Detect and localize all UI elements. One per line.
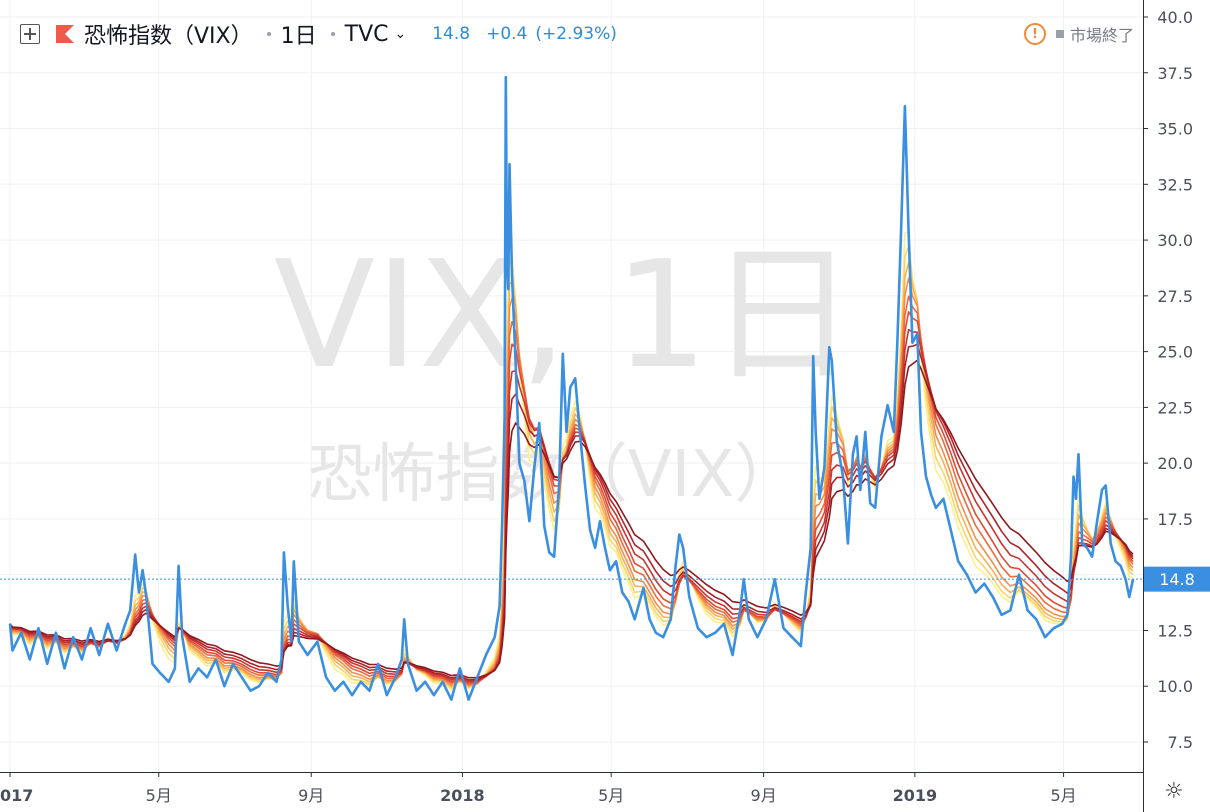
- x-tick-label: 5月: [598, 786, 624, 805]
- x-tick-label: 5月: [146, 786, 172, 805]
- y-tick-label: 32.5: [1157, 175, 1193, 194]
- change-percent: (+2.93%): [535, 24, 617, 44]
- ribbon-line-4: [9, 277, 1134, 687]
- ribbon-line-3: [9, 262, 1134, 688]
- last-price-value: 14.8: [1159, 570, 1195, 589]
- ribbon-line-5: [9, 295, 1134, 686]
- x-tick-label: 2019: [893, 786, 938, 805]
- time-axis[interactable]: 017 5月 9月 2018 5月 9月 2019 5月: [0, 772, 1077, 805]
- watermark: VIX, 1日 恐怖指数（VIX）: [274, 229, 857, 512]
- change-value: +0.4: [486, 24, 528, 44]
- ribbon-line-7: [9, 328, 1134, 683]
- ribbon-line-8: [9, 343, 1134, 681]
- y-tick-label: 25.0: [1157, 343, 1193, 362]
- y-tick-label: 37.5: [1157, 64, 1193, 83]
- chevron-down-icon[interactable]: ⌄: [394, 26, 407, 42]
- interval-label[interactable]: 1日: [280, 24, 317, 49]
- y-tick-label: 35.0: [1157, 120, 1193, 139]
- y-tick-label: 27.5: [1157, 287, 1193, 306]
- y-tick-label: 12.5: [1157, 621, 1193, 640]
- symbol-name[interactable]: 恐怖指数（VIX）: [84, 24, 253, 49]
- separator-dot: [330, 32, 335, 36]
- market-status: ! 市場終了: [1023, 20, 1134, 48]
- y-tick-label: 20.0: [1157, 454, 1193, 473]
- y-tick-label: 7.5: [1168, 733, 1193, 752]
- exchange-label[interactable]: TVC: [344, 21, 389, 47]
- ribbon-line-6: [9, 311, 1134, 684]
- vix-price-line[interactable]: [8, 75, 1135, 701]
- market-status-label: 市場終了: [1069, 26, 1134, 45]
- moving-average-ribbon: [9, 231, 1134, 691]
- plus-box-icon[interactable]: [20, 24, 40, 44]
- x-tick-label: 017: [0, 786, 33, 805]
- y-tick-label: 40.0: [1157, 8, 1193, 27]
- flag-icon[interactable]: [56, 25, 74, 43]
- x-tick-label: 2018: [440, 786, 485, 805]
- x-tick-label: 9月: [298, 786, 324, 805]
- y-tick-label: 10.0: [1157, 677, 1193, 696]
- last-price-text: 14.8: [432, 24, 471, 44]
- status-square-icon: [1055, 30, 1064, 38]
- y-tick-label: 17.5: [1157, 510, 1193, 529]
- y-tick-label: 22.5: [1157, 398, 1193, 417]
- y-tick-label: 30.0: [1157, 231, 1193, 250]
- x-tick-label: 9月: [751, 786, 777, 805]
- x-tick-label: 5月: [1050, 786, 1076, 805]
- grid-lines: [0, 0, 1143, 772]
- ribbon-line-9: [9, 359, 1134, 679]
- warning-icon[interactable]: !: [1023, 23, 1046, 45]
- legend-header: 恐怖指数（VIX） 1日 TVC ⌄ 14.8 +0.4 (+2.93%): [20, 20, 617, 49]
- watermark-line-1: VIX, 1日: [274, 229, 857, 401]
- gear-icon[interactable]: ☼: [1164, 779, 1184, 804]
- last-price-label-bg: [1144, 566, 1210, 592]
- last-price-label: 14.8: [1144, 566, 1210, 592]
- separator-dot: [266, 32, 271, 36]
